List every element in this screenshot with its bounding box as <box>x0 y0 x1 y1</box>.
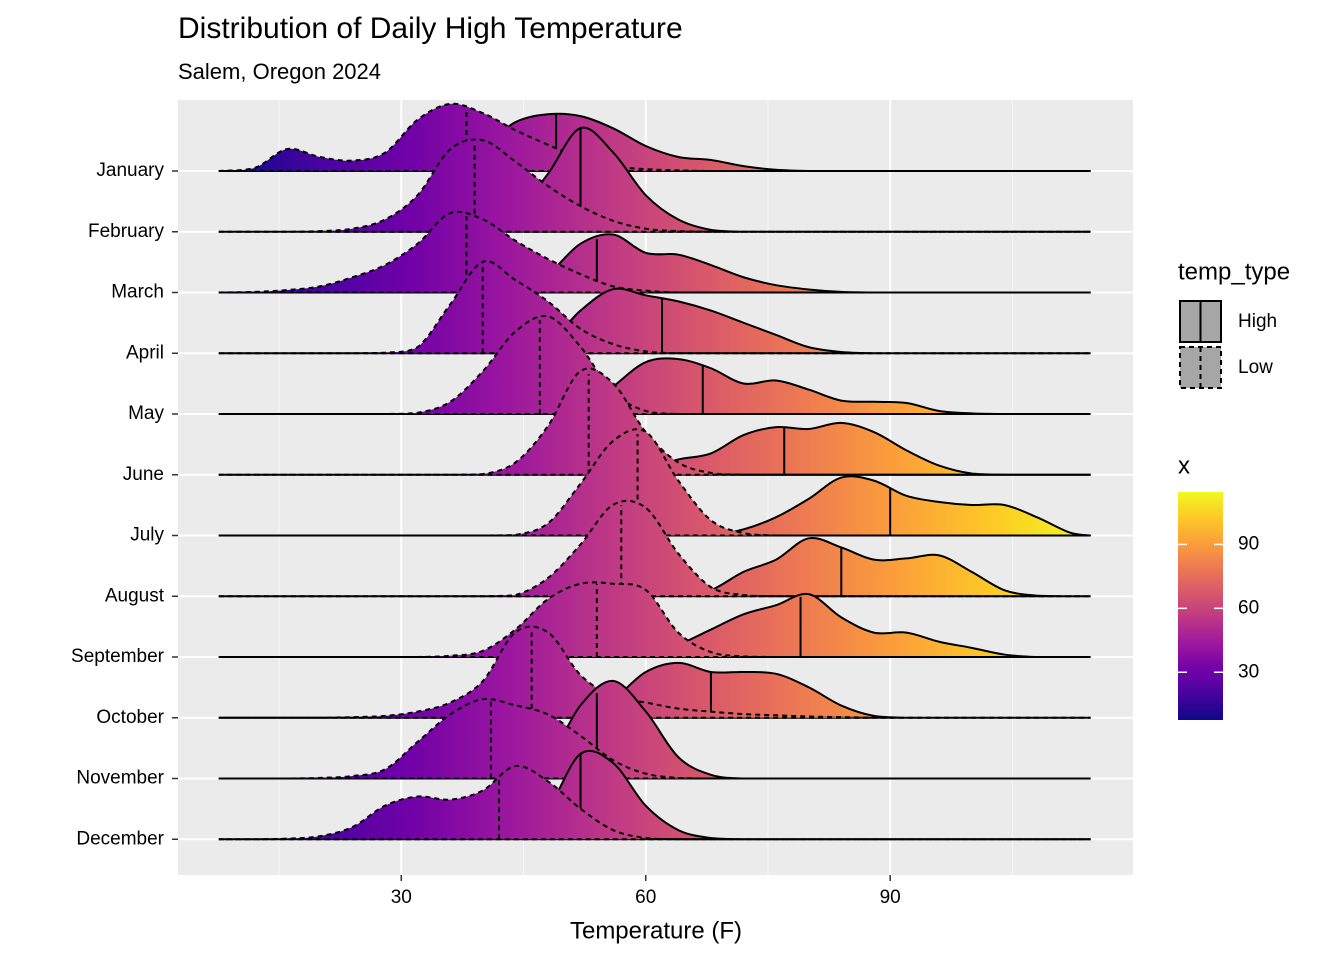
ridge <box>218 102 1091 173</box>
ridge <box>218 138 1091 233</box>
legend-label: Low <box>1238 357 1273 378</box>
y-tick-label: May <box>128 403 164 424</box>
x-tick-label: 90 <box>880 887 901 908</box>
colorbar <box>1178 492 1223 720</box>
ridge <box>218 697 1091 780</box>
y-tick-label: April <box>126 342 164 363</box>
chart-subtitle: Salem, Oregon 2024 <box>178 59 381 84</box>
x-tick-label: 60 <box>635 887 656 908</box>
legend-label: High <box>1238 311 1277 332</box>
colorbar-label: 90 <box>1238 533 1259 554</box>
x-tick-label: 30 <box>391 887 412 908</box>
ridge <box>218 581 1091 658</box>
ridge <box>218 210 1091 294</box>
y-tick-label: June <box>123 464 164 485</box>
ridge <box>218 314 1091 416</box>
y-tick-label: September <box>71 646 165 667</box>
y-tick-label: December <box>76 828 164 849</box>
x-axis-title: Temperature (F) <box>570 917 742 944</box>
y-tick-label: January <box>96 160 164 181</box>
ridge <box>218 764 1091 841</box>
ridge <box>218 428 1091 537</box>
y-tick-label: August <box>105 585 165 606</box>
y-tick-label: February <box>88 221 165 242</box>
colorbar-label: 30 <box>1238 661 1259 682</box>
y-tick-label: October <box>96 707 164 728</box>
legend-title: temp_type <box>1178 258 1290 285</box>
colorbar-title: x <box>1178 452 1190 479</box>
y-tick-label: March <box>111 282 164 303</box>
ridge <box>218 260 1091 355</box>
y-tick-label: November <box>76 768 164 789</box>
y-tick-label: July <box>130 525 164 546</box>
chart-title: Distribution of Daily High Temperature <box>178 12 683 45</box>
colorbar-label: 60 <box>1238 597 1259 618</box>
ridge <box>218 499 1091 598</box>
